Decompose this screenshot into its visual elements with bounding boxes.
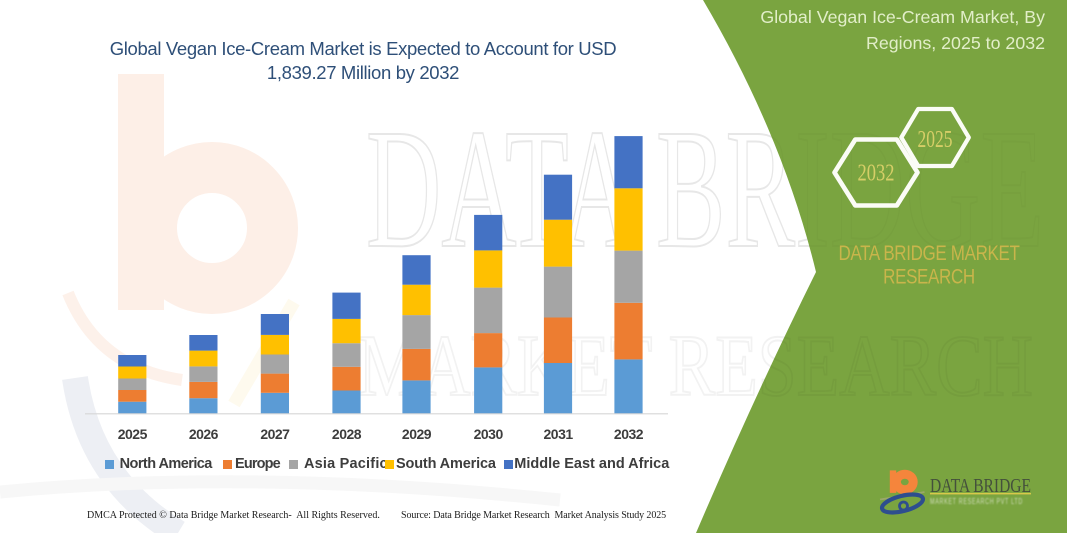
svg-text:2032: 2032	[858, 161, 895, 187]
svg-text:2025: 2025	[918, 127, 953, 153]
svg-text:MARKET RESEARCH PVT LTD: MARKET RESEARCH PVT LTD	[930, 497, 1023, 506]
svg-text:DATA BRIDGE: DATA BRIDGE	[930, 475, 1031, 497]
